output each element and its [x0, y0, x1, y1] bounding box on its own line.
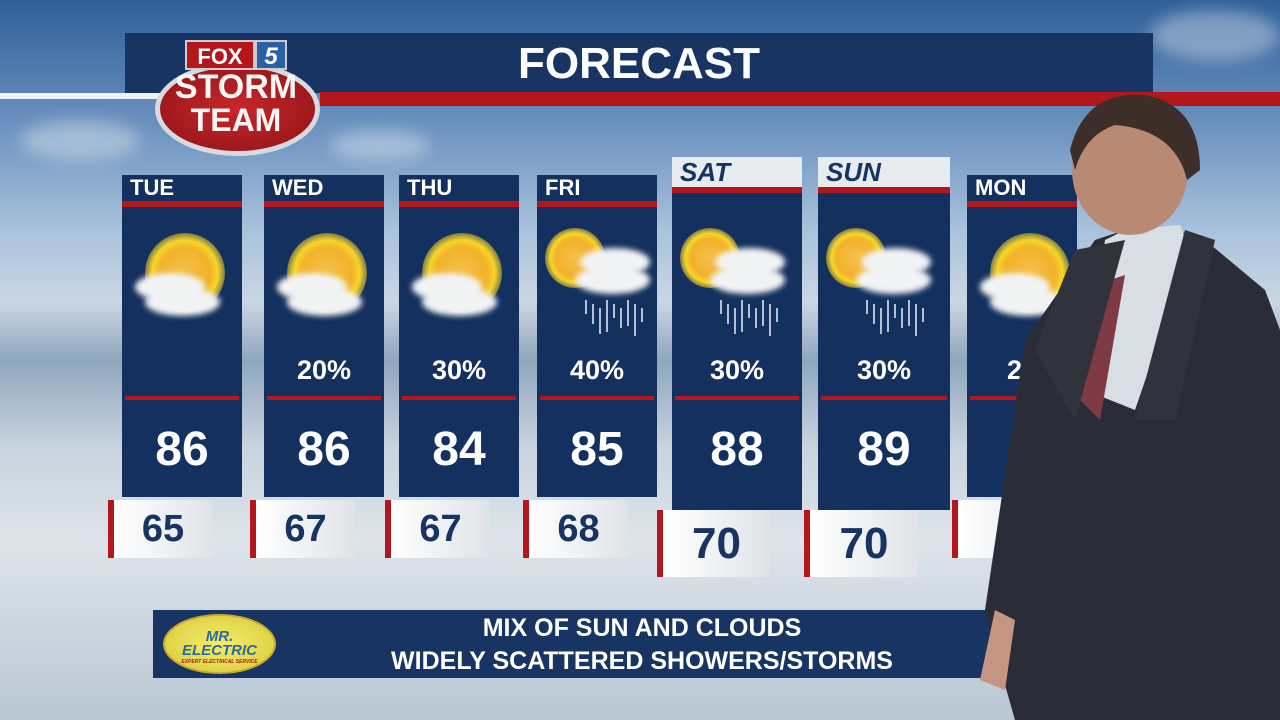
day-label: FRI [545, 175, 581, 200]
high-temp: 84 [432, 423, 486, 476]
day-column-thu: THU 30% 84 [399, 175, 519, 497]
divider [821, 396, 947, 400]
day-label: SAT [672, 157, 802, 187]
fox5-storm-team-logo: FOX 5 STORM TEAM [150, 40, 322, 158]
precip-chance: 20% [296, 355, 352, 385]
summary-bar: MIX OF SUN AND CLOUDS WIDELY SCATTERED S… [153, 610, 1011, 678]
header-divider [818, 187, 950, 193]
high-temp: 85 [570, 423, 624, 476]
day-label: SUN [818, 157, 950, 187]
mr-electric-sponsor-logo: MR. ELECTRIC EXPERT ELECTRICAL SERVICE [163, 614, 276, 674]
low-temp: 65 [108, 500, 212, 558]
precip-chance: 40% [569, 355, 625, 385]
low-temp: 70 [657, 510, 770, 577]
accent-line-red [320, 92, 1280, 106]
low-temp: 68 [523, 500, 628, 558]
day-column-tue: TUE 86 [122, 175, 242, 497]
high-temp: 88 [710, 423, 764, 476]
clouds-sun-icon [407, 228, 517, 338]
divider [540, 396, 654, 400]
precip-chance: 30% [431, 355, 487, 385]
day-column-fri: FRI 40% 85 [537, 175, 657, 497]
accent-line-white [0, 93, 160, 99]
high-temp: 86 [155, 423, 209, 476]
header-divider [264, 201, 384, 207]
divider [125, 396, 239, 400]
low-temp: 67 [250, 500, 355, 558]
summary-line-2: WIDELY SCATTERED SHOWERS/STORMS [391, 647, 893, 675]
sun-showers-icon [826, 228, 936, 338]
day-label: MON [975, 175, 1027, 200]
day-column-wed: WED 20% 86 [264, 175, 384, 497]
day-label: THU [407, 175, 453, 200]
high-temp: 89 [857, 423, 911, 476]
day-label: TUE [130, 175, 174, 200]
low-temp: 67 [385, 500, 490, 558]
divider [675, 396, 799, 400]
sun-clouds-icon [272, 228, 382, 338]
header-divider [537, 201, 657, 207]
sun-showers-icon [545, 228, 655, 338]
sun-showers-icon [680, 228, 790, 338]
divider [402, 396, 516, 400]
day-label: WED [272, 175, 324, 200]
summary-line-1: MIX OF SUN AND CLOUDS [482, 614, 802, 642]
header-divider [399, 201, 519, 207]
high-temp: 86 [297, 423, 351, 476]
divider [267, 396, 381, 400]
precip-chance: 30% [709, 355, 765, 385]
header-divider [967, 201, 1077, 207]
header-divider [672, 187, 802, 193]
presenter [980, 94, 1280, 720]
precip-chance: 30% [856, 355, 912, 385]
sun-clouds-icon [130, 228, 240, 338]
day-column-sun: SUN 30% 89 [818, 157, 950, 510]
header-divider [122, 201, 242, 207]
day-column-sat: SAT 30% 88 [672, 157, 802, 510]
low-temp: 70 [804, 510, 918, 577]
